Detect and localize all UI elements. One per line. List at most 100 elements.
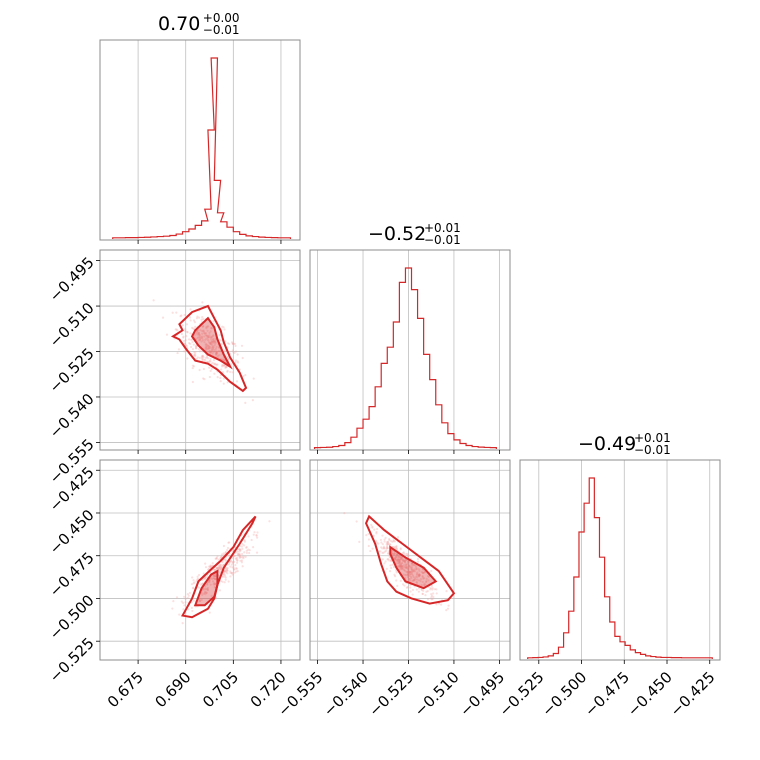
sample-point [399,568,403,571]
hist-panel-1: 0.70 +0.00−0.01 [99,11,301,244]
sample-point [175,328,178,331]
sample-point [233,571,236,574]
sample-point [198,336,202,339]
sample-point [425,580,428,584]
sample-point [238,555,241,558]
sample-point [211,352,214,355]
sample-point [398,559,401,562]
sample-point [435,603,438,606]
sample-point [195,331,198,335]
sample-point [194,352,197,356]
sample-point [242,557,245,560]
sample-point [242,555,245,558]
sample-point [413,563,416,566]
sample-point [215,557,218,560]
x-tick-label: 0.705 [199,668,242,711]
sample-point [223,572,226,575]
sample-point [410,568,413,571]
sample-point [389,560,393,563]
sample-point [201,593,204,596]
sample-point [208,581,211,584]
sample-point [437,602,441,605]
sample-point [222,552,225,555]
sample-point [382,545,385,548]
sample-point [197,331,201,334]
sample-point [398,561,401,564]
sample-point [355,520,358,523]
panel-title-1: 0.70 [158,13,200,35]
sample-point [399,548,402,551]
sample-point [205,334,208,337]
sample-point [222,364,226,367]
sample-point [415,568,418,571]
sample-point [208,334,211,337]
sample-point [225,568,228,572]
sample-point [229,571,232,575]
sample-point [406,574,410,577]
sample-point [393,557,396,560]
sample-point [369,549,372,553]
sample-point [189,308,192,311]
sample-point [207,339,210,342]
sample-point [201,582,204,585]
sample-point [204,358,207,362]
sample-point [373,528,376,531]
sample-point [197,336,200,339]
sample-point [197,347,200,351]
sample-point [218,571,222,574]
sample-point [393,545,396,548]
sample-point [237,552,241,555]
sample-point [213,582,216,585]
sample-point [414,578,417,581]
x-tick-label: 0.690 [151,668,194,711]
sample-point [191,340,194,344]
y-tick-label: −0.525 [46,634,98,686]
sample-point [220,553,224,556]
sample-point [405,586,408,589]
sample-point [211,580,215,583]
sample-point [390,566,393,570]
sample-point [209,583,212,586]
sample-point [180,600,183,603]
sample-point [171,311,174,314]
sample-point [192,579,195,582]
sample-point [375,540,378,543]
sample-point [417,587,421,590]
x-tick-label: −0.500 [538,668,590,720]
sample-point [195,345,198,348]
sample-point [431,588,434,591]
sample-point [243,539,246,542]
sample-point [343,512,346,515]
sample-point [234,563,237,567]
sample-point [195,330,199,333]
sample-point [196,315,199,318]
sample-point [242,544,246,547]
sample-point [203,577,206,581]
sample-point [220,556,223,559]
sample-point [268,520,271,523]
sample-point [392,553,396,556]
sample-point [411,564,414,567]
sample-point [203,341,206,344]
sample-point [421,592,424,596]
sample-point [399,563,402,566]
sample-point [215,351,218,355]
sample-point [229,559,232,563]
sample-point [398,566,402,569]
sample-point [223,570,226,573]
sample-point [244,401,247,404]
sample-point [225,571,228,574]
sample-point [172,599,175,603]
sample-point [209,360,212,363]
sample-point [394,558,398,561]
sample-point [398,564,401,567]
sample-point [205,342,208,346]
histogram-steps [527,477,713,659]
sample-point [248,551,251,555]
title-plus: +0.01 [634,431,671,445]
sample-point [394,558,397,561]
sample-point [221,371,225,374]
sample-point [219,565,222,568]
sample-point [219,339,222,342]
sample-point [218,589,222,592]
